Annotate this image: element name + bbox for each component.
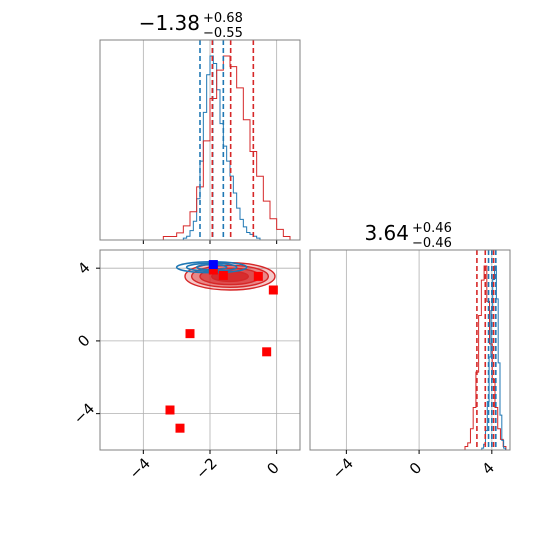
y-tick-label-0: −4 bbox=[70, 399, 98, 427]
x-tick-label-1: −2 bbox=[192, 454, 220, 482]
contour-layer bbox=[165, 260, 278, 433]
red-marker-3 bbox=[185, 329, 195, 339]
title-y: 3.64 +0.46 −0.46 bbox=[364, 221, 451, 251]
red-marker-5 bbox=[165, 405, 175, 415]
panel-2d-contour: −4 −2 0 −4 0 4 bbox=[70, 249, 301, 483]
red-marker-0 bbox=[208, 265, 218, 275]
y-hist-frame bbox=[309, 249, 511, 451]
y-hist-tick-label-2: 4 bbox=[479, 459, 498, 478]
x-tick-label-2: 0 bbox=[263, 459, 282, 478]
title-x: −1.38 +0.68 −0.55 bbox=[139, 11, 243, 41]
title-y-plus: +0.46 bbox=[412, 221, 452, 236]
red-marker-6 bbox=[175, 423, 185, 433]
title-x-plus: +0.68 bbox=[203, 11, 243, 26]
y-hist-tick-label-1: 0 bbox=[406, 459, 425, 478]
blue-marker-0 bbox=[208, 260, 218, 270]
x-tick-label-0: −4 bbox=[126, 454, 154, 482]
red-marker-2 bbox=[268, 285, 278, 295]
title-x-minus: −0.55 bbox=[203, 26, 243, 41]
panel-x-histogram bbox=[99, 39, 301, 244]
title-y-median: 3.64 bbox=[364, 221, 409, 245]
x-hist-red bbox=[156, 55, 291, 241]
title-x-median: −1.38 bbox=[139, 11, 200, 35]
x-hist-frame bbox=[99, 39, 301, 241]
contour-frame bbox=[99, 249, 301, 451]
title-y-minus: −0.46 bbox=[412, 236, 452, 251]
y-hist-tick-label-0: −4 bbox=[329, 454, 357, 482]
red-marker-7 bbox=[218, 270, 228, 280]
y-tick-label-1: 0 bbox=[74, 331, 93, 350]
red-marker-1 bbox=[253, 271, 263, 281]
y-tick-label-2: 4 bbox=[74, 258, 93, 277]
panel-y-histogram: −4 0 4 bbox=[309, 249, 511, 483]
red-marker-4 bbox=[262, 347, 272, 357]
y-hist-red bbox=[464, 265, 509, 451]
